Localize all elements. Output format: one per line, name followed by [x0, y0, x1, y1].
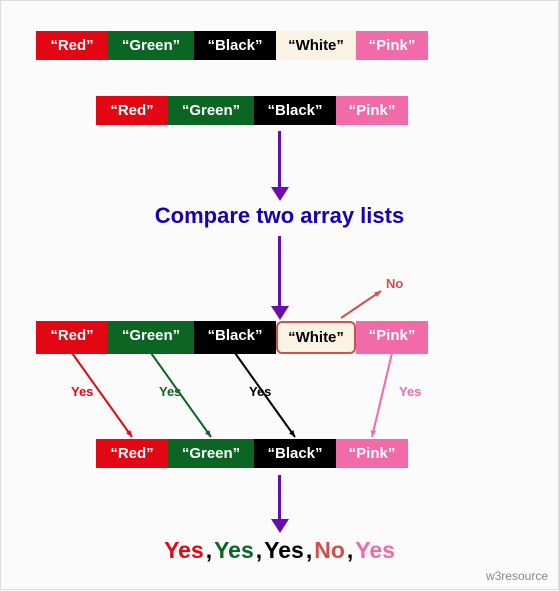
array-cell: “Red” [36, 321, 108, 354]
result-part: Yes [163, 537, 205, 563]
array-cell: “Red” [96, 96, 168, 125]
arrow-down-3 [271, 475, 289, 533]
array-cell: “Green” [108, 321, 194, 354]
array-list-2: “Red”“Green”“Black”“Pink” [96, 96, 408, 125]
array-cell: “Black” [254, 439, 336, 468]
array-cell: “Pink” [336, 96, 408, 125]
array-cell: “Black” [254, 96, 336, 125]
arrow-down-1 [271, 131, 289, 201]
result-part: , [346, 537, 354, 563]
array-cell: “Red” [36, 31, 108, 60]
array-cell: “Red” [96, 439, 168, 468]
svg-text:Yes: Yes [159, 384, 181, 399]
array-cell: “White” [276, 321, 356, 354]
result-part: , [205, 537, 213, 563]
result-part: No [313, 537, 346, 563]
result-part: Yes [263, 537, 305, 563]
svg-text:Yes: Yes [249, 384, 271, 399]
array-list-2-result: “Red”“Green”“Black”“Pink” [96, 439, 408, 468]
array-cell: “Black” [194, 321, 276, 354]
array-list-1: “Red”“Green”“Black”“White”“Pink” [36, 31, 428, 60]
result-part: , [255, 537, 263, 563]
arrow-down-2 [271, 236, 289, 320]
result-part: , [305, 537, 313, 563]
no-label: No [386, 276, 403, 291]
result-text: Yes,Yes,Yes,No,Yes [1, 537, 558, 564]
svg-text:Yes: Yes [71, 384, 93, 399]
array-cell: “White” [276, 31, 356, 60]
result-part: Yes [354, 537, 396, 563]
array-cell: “Green” [168, 96, 254, 125]
array-cell: “Black” [194, 31, 276, 60]
array-cell: “Pink” [336, 439, 408, 468]
array-cell: “Green” [108, 31, 194, 60]
array-list-1-compared: “Red”“Green”“Black”“White”“Pink” [36, 321, 428, 354]
array-cell: “Pink” [356, 31, 428, 60]
diagram-title: Compare two array lists [1, 203, 558, 229]
array-cell: “Green” [168, 439, 254, 468]
credit-text: w3resource [486, 569, 548, 583]
array-cell: “Pink” [356, 321, 428, 354]
svg-text:Yes: Yes [399, 384, 421, 399]
result-part: Yes [213, 537, 255, 563]
